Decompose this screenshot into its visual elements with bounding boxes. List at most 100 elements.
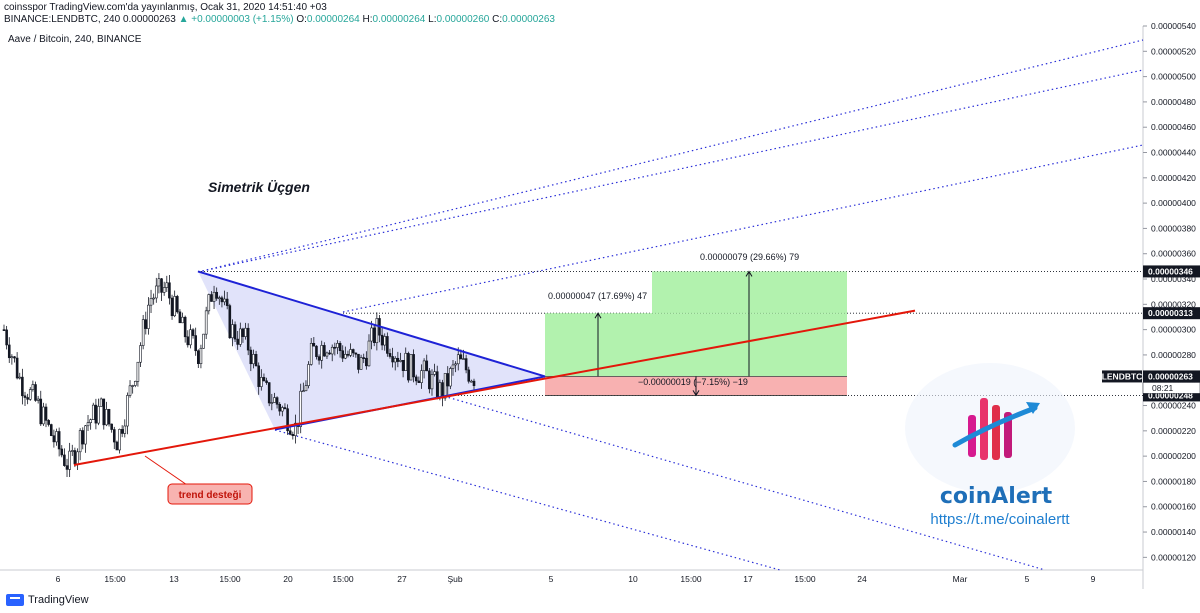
channel-line bbox=[439, 394, 1046, 571]
candle-body bbox=[23, 395, 27, 398]
candle-body bbox=[357, 353, 360, 370]
y-tick-label: 0.00000180 bbox=[1151, 476, 1196, 486]
candle-body bbox=[430, 374, 434, 390]
triangle-pattern[interactable] bbox=[198, 271, 545, 430]
candle-body bbox=[435, 371, 439, 398]
candle-body bbox=[260, 377, 263, 387]
candle-body bbox=[233, 324, 237, 340]
candle-body bbox=[99, 398, 103, 407]
candle-body bbox=[362, 357, 366, 359]
candle-body bbox=[28, 389, 32, 400]
price-axis[interactable]: 0.00000120 0.00000140 0.00000160 0.00000180… bbox=[1143, 21, 1196, 562]
candle-body bbox=[220, 297, 224, 303]
candle-body bbox=[94, 404, 98, 424]
candle-body bbox=[304, 385, 308, 392]
candle-body bbox=[49, 424, 53, 436]
candle-body bbox=[5, 329, 8, 346]
position-boxes[interactable] bbox=[545, 270, 847, 397]
candle-body bbox=[328, 352, 331, 355]
candle-body bbox=[386, 336, 389, 354]
candles bbox=[2, 273, 476, 478]
candle-body bbox=[65, 465, 69, 470]
candle-body bbox=[467, 369, 471, 382]
x-tick-label: 15:00 bbox=[794, 574, 816, 584]
candle-body bbox=[236, 338, 239, 345]
candle-body bbox=[70, 450, 74, 452]
candle-body bbox=[267, 382, 271, 404]
candle-body bbox=[126, 395, 129, 427]
watermark-url: https://t.me/coinalertt bbox=[930, 511, 1070, 528]
candle-body bbox=[73, 450, 77, 465]
candle-body bbox=[262, 377, 266, 382]
candle-body bbox=[349, 349, 352, 356]
arrow-head bbox=[594, 312, 602, 319]
candle-body bbox=[57, 431, 61, 450]
low-label: L: bbox=[428, 14, 437, 25]
candle-body bbox=[407, 352, 410, 381]
candle-body bbox=[81, 430, 85, 445]
candle-body bbox=[15, 357, 19, 379]
x-tick-label: 15:00 bbox=[219, 574, 241, 584]
candle-body bbox=[299, 390, 303, 427]
y-tick-label: 0.00000300 bbox=[1151, 325, 1196, 335]
candle-body bbox=[344, 353, 347, 359]
x-tick-label: 5 bbox=[549, 574, 554, 584]
time-axis[interactable]: 6 15:00 13 15:00 20 15:00 27 Şub 5 10 15:00 17 15:00… bbox=[56, 574, 1096, 584]
support-trendline[interactable] bbox=[73, 309, 916, 466]
x-tick-label: 6 bbox=[56, 574, 61, 584]
support-callout[interactable] bbox=[167, 483, 253, 505]
candle-body bbox=[365, 357, 368, 367]
candle-body bbox=[383, 336, 387, 346]
candle-body bbox=[76, 451, 79, 465]
candle-body bbox=[194, 335, 197, 352]
candle-body bbox=[372, 327, 376, 344]
pattern-title: Simetrik Üçgen bbox=[208, 179, 310, 195]
candle-body bbox=[186, 336, 190, 346]
candle-body bbox=[302, 390, 305, 393]
candle-body bbox=[231, 324, 234, 339]
close-value: 0.00000263 bbox=[502, 14, 555, 25]
price-change: ▲ +0.00000003 (+1.15%) bbox=[178, 14, 294, 25]
candle-body bbox=[107, 409, 111, 425]
candle-body bbox=[252, 354, 255, 365]
candle-body bbox=[341, 350, 345, 359]
candle-body bbox=[399, 359, 402, 362]
pitchfork-channels[interactable] bbox=[197, 39, 1144, 571]
candle-body bbox=[102, 398, 106, 426]
candle-body bbox=[136, 361, 140, 382]
candle-body bbox=[84, 425, 87, 445]
stop-label: −0.00000019 (−7.15%) −19 bbox=[638, 377, 748, 387]
symbol-badge-text: LENDBTC bbox=[1102, 371, 1143, 381]
candle-body bbox=[257, 365, 260, 387]
candle-body bbox=[91, 404, 95, 420]
channel-line bbox=[197, 69, 1144, 273]
tradingview-footer[interactable]: TradingView bbox=[6, 594, 89, 606]
candle-body bbox=[10, 356, 14, 359]
candle-body bbox=[451, 364, 455, 369]
candle-body bbox=[225, 298, 229, 306]
candle-body bbox=[173, 296, 176, 317]
arrow-head bbox=[745, 270, 753, 277]
symbol-label[interactable]: BINANCE:LENDBTC, 240 bbox=[4, 14, 121, 25]
candle-body bbox=[283, 407, 287, 409]
price-badge bbox=[1143, 265, 1200, 278]
countdown-text: 08:21 bbox=[1152, 383, 1174, 393]
candle-body bbox=[422, 360, 426, 371]
candle-body bbox=[325, 352, 329, 357]
candle-body bbox=[391, 356, 394, 363]
candle-body bbox=[470, 380, 473, 383]
candle-body bbox=[39, 398, 43, 425]
candle-body bbox=[215, 291, 218, 299]
candle-body bbox=[336, 343, 339, 348]
last-price: 0.00000263 bbox=[122, 14, 176, 25]
candle-body bbox=[160, 278, 163, 293]
candle-body bbox=[55, 431, 58, 443]
publish-info: coinsspor TradingView.com'da yayınlanmış… bbox=[4, 2, 327, 13]
candle-body bbox=[131, 385, 134, 387]
candle-body bbox=[417, 380, 421, 384]
candle-body bbox=[459, 354, 463, 360]
y-tick-label: 0.00000220 bbox=[1151, 426, 1196, 436]
candle-body bbox=[409, 354, 413, 381]
y-tick-label: 0.00000280 bbox=[1151, 350, 1196, 360]
